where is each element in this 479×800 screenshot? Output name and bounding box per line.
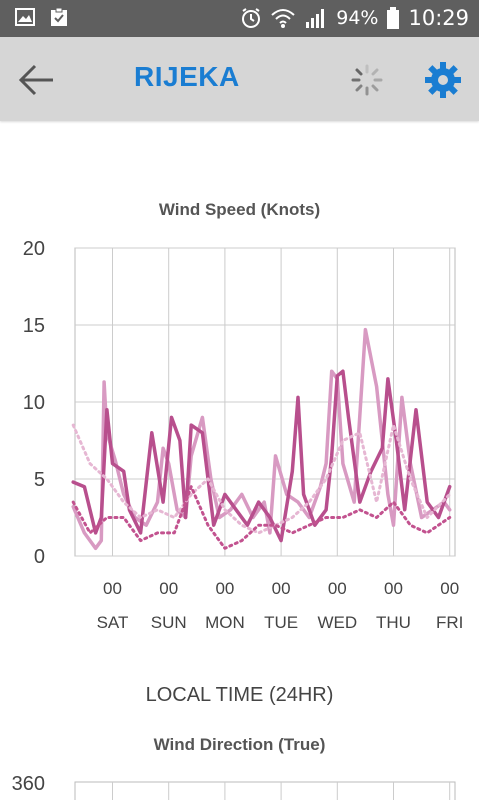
x-tick-day: WED	[317, 613, 357, 632]
direction-plot-area	[74, 781, 456, 800]
image-icon	[15, 8, 35, 26]
page-title: RIJEKA	[134, 61, 240, 92]
spinner-icon	[351, 64, 383, 96]
wifi-icon	[271, 9, 295, 28]
wind-speed-series-2	[71, 369, 452, 543]
alarm-icon	[242, 8, 261, 28]
wind-speed-series-4	[71, 485, 452, 550]
x-tick-hour: 00	[103, 579, 122, 598]
x-tick-hour: 00	[328, 579, 347, 598]
direction-y-tick-label: 360	[12, 773, 45, 795]
y-tick-label: 20	[23, 238, 45, 260]
wind-direction-chart-title: Wind Direction (True)	[153, 735, 326, 754]
x-tick-hour: 00	[159, 579, 178, 598]
wind-speed-series-1	[71, 327, 452, 551]
x-tick-hour: 00	[272, 579, 291, 598]
y-tick-label: 15	[23, 315, 45, 337]
y-tick-label: 0	[34, 546, 45, 568]
x-tick-day: SAT	[97, 613, 129, 632]
status-bar: 94% 10:29	[0, 0, 479, 37]
battery-icon	[387, 7, 400, 29]
x-tick-day: SUN	[151, 613, 187, 632]
x-tick-day: TUE	[264, 613, 298, 632]
x-tick-hour: 00	[215, 579, 234, 598]
signal-icon	[306, 9, 325, 28]
x-tick-hour: 00	[440, 579, 459, 598]
wind-speed-chart-title: Wind Speed (Knots)	[158, 200, 321, 219]
y-tick-label: 10	[23, 392, 45, 414]
x-tick-day: FRI	[436, 613, 463, 632]
arrow-left-icon[interactable]	[15, 59, 57, 101]
gear-icon[interactable]	[424, 61, 462, 99]
battery-percent: 94%	[336, 7, 379, 29]
x-tick-day: THU	[376, 613, 411, 632]
clipboard-check-icon	[51, 7, 67, 26]
clock: 10:29	[408, 6, 469, 30]
y-tick-label: 5	[34, 469, 45, 491]
x-axis-title: LOCAL TIME (24HR)	[145, 684, 334, 706]
app-bar: RIJEKA	[0, 37, 479, 121]
wind-speed-series-3	[71, 423, 452, 535]
x-tick-day: MON	[205, 613, 245, 632]
x-tick-hour: 00	[384, 579, 403, 598]
